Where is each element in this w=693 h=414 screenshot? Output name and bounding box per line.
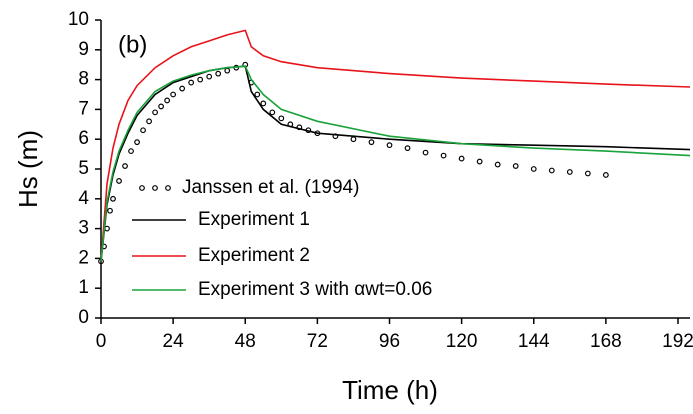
data-point [350,136,357,143]
data-point [158,103,165,110]
data-point [215,70,222,77]
legend-label: Experiment 3 with αwt=0.06 [198,279,432,300]
x-tick-label: 144 [518,331,550,352]
legend-label: Janssen et al. (1994) [182,177,359,198]
data-point [584,170,591,177]
series-line [100,29,691,262]
legend-symbol [139,185,145,191]
series-line [100,65,691,262]
data-point [278,115,285,122]
data-point [206,73,213,80]
x-tick-label: 168 [590,331,622,352]
legend-symbol [152,185,158,191]
y-tick-label: 4 [78,188,89,209]
y-tick-label: 1 [78,277,89,298]
legend-label: Experiment 1 [198,209,310,230]
data-point [128,148,134,155]
data-point [269,109,276,116]
data-point [254,91,261,98]
data-point [494,161,501,168]
y-axis-label: Hs (m) [13,130,43,208]
data-point [116,178,122,184]
x-tick-label: 72 [307,331,328,352]
data-point [566,169,573,175]
data-point [164,97,171,104]
x-axis-label: Time (h) [342,375,438,405]
data-point [140,127,146,134]
legend-label: Experiment 2 [198,245,310,266]
data-point [179,85,186,92]
y-tick-label: 2 [78,247,89,268]
x-tick-label: 192 [662,331,693,352]
x-tick-label: 24 [163,331,185,352]
data-point [152,109,158,116]
data-point [548,167,555,174]
data-point [602,172,609,178]
series-line [100,65,691,262]
data-point [110,195,116,202]
data-point [458,155,465,162]
data-point [146,118,152,125]
x-tick-label: 0 [96,331,107,352]
legend-symbol [165,185,171,191]
data-point [368,139,375,146]
data-point [440,152,447,159]
y-tick-label: 9 [78,39,89,60]
data-point [134,139,140,146]
y-tick-label: 10 [68,9,89,30]
data-point [188,79,195,86]
y-tick-label: 5 [78,158,89,179]
data-point [530,166,537,172]
data-point [197,76,204,83]
y-tick-label: 8 [78,69,89,90]
x-tick-label: 96 [379,331,400,352]
data-point [422,149,429,156]
data-point [296,124,303,131]
y-tick-label: 7 [78,98,89,119]
data-point [404,145,411,152]
x-tick-label: 120 [446,331,478,352]
data-point [107,207,113,214]
data-point [122,163,128,169]
y-tick-label: 0 [78,307,89,328]
data-point [512,163,519,169]
data-point [170,91,177,98]
y-tick-label: 3 [78,218,89,239]
panel-label: (b) [118,31,147,58]
data-point [386,142,393,149]
x-tick-label: 48 [235,331,256,352]
data-point [260,100,267,107]
data-point [476,158,483,165]
data-point [224,67,231,74]
y-tick-label: 6 [78,128,89,149]
